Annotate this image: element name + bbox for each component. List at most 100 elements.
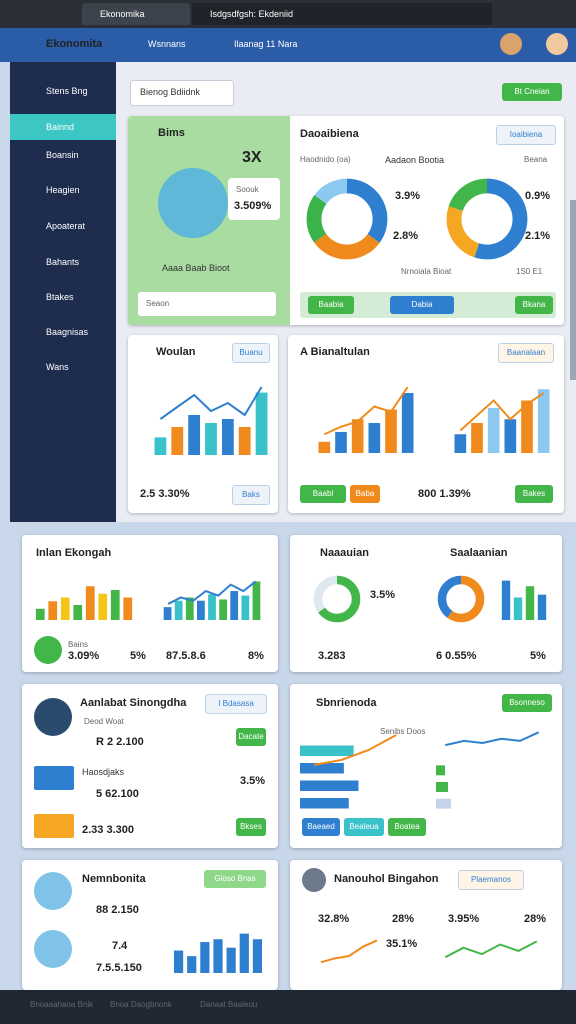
button[interactable]: Bakes	[515, 485, 553, 503]
avatar[interactable]	[546, 33, 568, 55]
bar	[487, 408, 500, 453]
label: 5 62.100	[96, 788, 139, 800]
button[interactable]: Baks	[232, 485, 270, 505]
button[interactable]: Ioaibiena	[496, 125, 556, 145]
button[interactable]: Baeaed	[302, 818, 340, 836]
label: Sbnrienoda	[316, 697, 377, 709]
bar	[205, 423, 217, 455]
donut-segment	[446, 178, 528, 260]
badge	[34, 636, 62, 664]
button[interactable]: Baanalaan	[498, 343, 554, 363]
donut-segment	[306, 178, 388, 260]
bar	[48, 601, 58, 620]
button[interactable]: Bkses	[236, 818, 266, 836]
bar	[123, 597, 133, 620]
bar	[401, 393, 414, 453]
label: Saalaanian	[450, 547, 508, 559]
bar	[335, 432, 347, 453]
scrollbar[interactable]	[570, 200, 576, 380]
label: 35.1%	[386, 938, 418, 950]
bar	[436, 798, 451, 809]
label: 3X	[242, 149, 262, 166]
bar	[300, 745, 354, 756]
bar	[188, 415, 201, 455]
line-chart	[320, 939, 378, 964]
label: Woulan	[156, 346, 196, 358]
app-title: Ekonomita	[46, 38, 103, 50]
bar	[185, 597, 194, 620]
label: 5%	[530, 650, 546, 662]
line	[459, 392, 545, 432]
dropdown-label: Bienog Bdiidnk	[140, 87, 201, 97]
label: 3.09%	[68, 650, 100, 662]
avatar[interactable]	[500, 33, 522, 55]
line-chart	[313, 734, 397, 766]
label: 3.95%	[448, 913, 480, 925]
button[interactable]: Baba	[350, 485, 380, 503]
label: 3.9%	[395, 190, 421, 202]
bar	[436, 782, 448, 792]
bar	[454, 434, 467, 453]
app-header	[0, 28, 576, 62]
label: Bains	[68, 640, 89, 649]
donut-segment	[306, 178, 388, 260]
line	[313, 734, 397, 766]
bar	[226, 947, 236, 973]
bar-chart	[318, 393, 414, 453]
label: Naaauian	[320, 547, 369, 559]
bar	[255, 392, 268, 455]
bar	[174, 600, 183, 620]
line	[159, 386, 263, 420]
button[interactable]: I Bdasasa	[205, 694, 267, 714]
bar	[239, 933, 249, 973]
donut-chart	[446, 178, 528, 260]
tab[interactable]	[82, 3, 190, 25]
label: Haosdjaks	[82, 767, 125, 777]
label: 28%	[392, 913, 415, 925]
button[interactable]: Bt Cneian	[502, 83, 562, 101]
button[interactable]: Gioso Bnas	[204, 870, 266, 888]
taskbar-item: Bnoa Daogbnonk	[110, 1000, 172, 1009]
label: 0.9%	[525, 190, 551, 202]
label: 6 0.55%	[436, 650, 477, 662]
search-box[interactable]	[138, 292, 276, 316]
label: 3.5%	[370, 589, 396, 601]
button[interactable]: Bsonneso	[502, 694, 552, 712]
label: Nanouhol Bingahon	[334, 873, 439, 885]
label: 3.509%	[234, 200, 272, 212]
label: Seaon	[146, 299, 170, 308]
bar	[525, 586, 535, 620]
label: 28%	[524, 913, 547, 925]
bar	[471, 423, 483, 453]
bar	[300, 780, 359, 791]
line-chart	[323, 386, 409, 436]
button[interactable]: Baabia	[308, 296, 354, 314]
button[interactable]: Boatea	[388, 818, 426, 836]
button[interactable]: Plaemanos	[458, 870, 524, 890]
button[interactable]: Buanu	[232, 343, 270, 363]
bar	[35, 608, 45, 620]
bar	[98, 593, 108, 620]
button[interactable]: Baabl	[300, 485, 346, 503]
label: Bims	[158, 127, 185, 139]
label: 88 2.150	[96, 904, 139, 916]
dropdown[interactable]	[130, 80, 234, 106]
line-chart	[159, 386, 263, 420]
sidebar-item: Baagnisas	[46, 327, 89, 337]
sidebar-item: Bahants	[46, 257, 80, 267]
icon-books	[34, 766, 74, 790]
button[interactable]: Bkana	[515, 296, 553, 314]
label: Aaaa Baab Bioot	[162, 263, 230, 273]
button[interactable]: Dabia	[390, 296, 454, 314]
avatar	[34, 930, 72, 968]
label: 1S0 E1	[516, 267, 543, 276]
address-bar[interactable]	[192, 3, 492, 25]
button[interactable]: Dacate	[236, 728, 266, 746]
label: Nemnbonita	[82, 873, 146, 885]
sidebar-active	[10, 114, 116, 140]
sidebar-item: Stens Bng	[46, 86, 88, 96]
bar	[537, 389, 550, 453]
label: Daoaibiena	[300, 128, 359, 140]
button[interactable]: Bealeua	[344, 818, 384, 836]
